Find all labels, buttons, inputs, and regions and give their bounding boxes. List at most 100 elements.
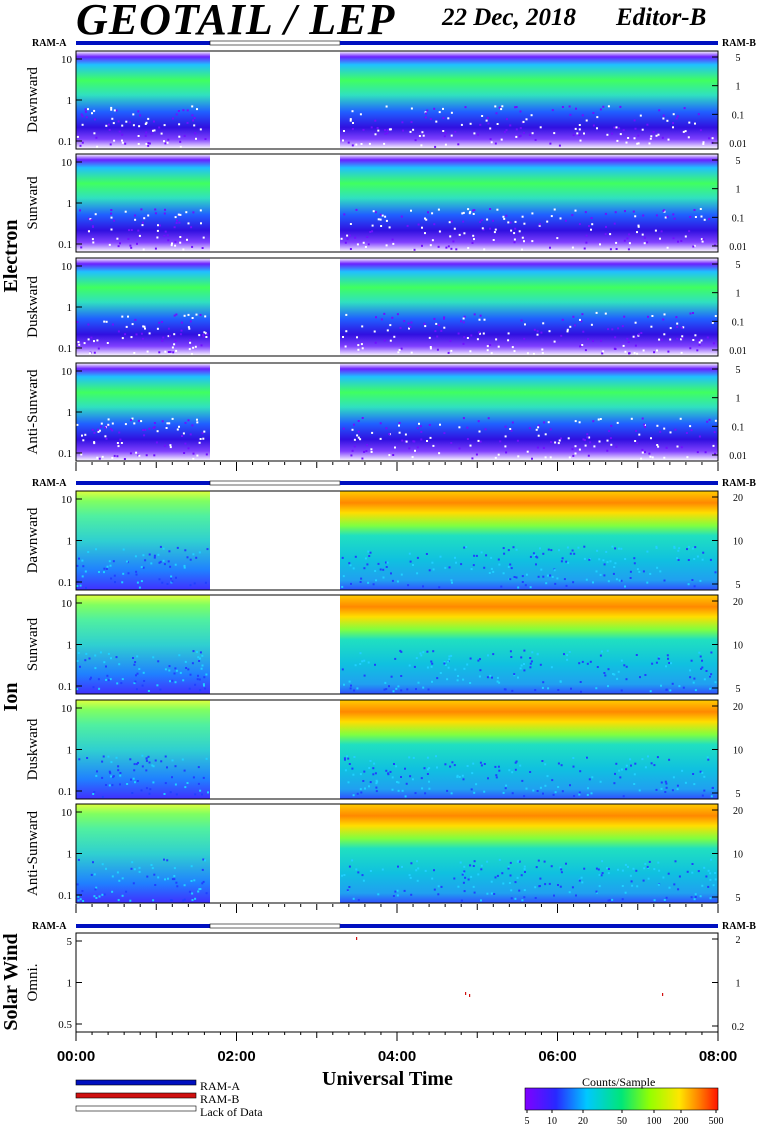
noise-pixel [687, 545, 690, 548]
noise-pixel [359, 788, 362, 791]
noise-pixel [545, 582, 548, 585]
noise-pixel [484, 428, 487, 431]
noise-pixel [87, 323, 90, 326]
noise-pixel [612, 673, 614, 675]
noise-pixel [470, 334, 473, 337]
noise-pixel [410, 121, 413, 124]
noise-pixel [179, 213, 182, 216]
noise-pixel [553, 340, 556, 343]
noise-pixel [451, 581, 453, 584]
noise-pixel [182, 899, 185, 902]
noise-pixel [388, 685, 390, 688]
noise-pixel [551, 575, 554, 578]
noise-pixel [140, 332, 143, 335]
noise-pixel [189, 673, 192, 676]
spectrogram-segment [340, 51, 718, 149]
noise-pixel [192, 211, 195, 214]
y-tick-label-left: 10 [61, 157, 73, 169]
noise-pixel [473, 860, 476, 863]
noise-pixel [447, 666, 450, 669]
noise-pixel [517, 586, 520, 589]
noise-pixel [549, 142, 552, 145]
noise-pixel [587, 787, 589, 790]
noise-pixel [117, 445, 120, 448]
noise-pixel [101, 760, 104, 763]
noise-pixel [548, 330, 551, 333]
noise-pixel [164, 668, 167, 671]
noise-pixel [134, 661, 137, 664]
noise-pixel [479, 669, 482, 672]
noise-pixel [113, 454, 116, 457]
noise-pixel [471, 457, 474, 460]
noise-pixel [592, 112, 595, 114]
noise-pixel [148, 427, 151, 430]
noise-pixel [558, 549, 560, 552]
noise-pixel [601, 352, 604, 355]
noise-pixel [424, 111, 427, 114]
noise-pixel [78, 557, 80, 560]
noise-pixel [168, 669, 171, 672]
noise-pixel [560, 560, 563, 563]
noise-pixel [199, 689, 202, 692]
noise-pixel [558, 144, 561, 147]
noise-pixel [690, 659, 693, 662]
noise-pixel [389, 339, 392, 342]
noise-pixel [595, 890, 598, 893]
noise-pixel [385, 688, 388, 691]
noise-pixel [362, 241, 365, 244]
noise-pixel [458, 426, 461, 429]
noise-pixel [384, 681, 387, 684]
noise-pixel [523, 337, 526, 340]
noise-pixel [566, 658, 569, 661]
noise-pixel [621, 885, 624, 887]
noise-pixel [342, 427, 345, 430]
noise-pixel [448, 655, 451, 658]
noise-pixel [168, 550, 171, 553]
noise-pixel [513, 241, 516, 244]
noise-pixel [123, 458, 126, 460]
noise-pixel [504, 445, 507, 448]
noise-pixel [616, 421, 619, 424]
noise-pixel [142, 325, 145, 328]
noise-pixel [509, 124, 512, 127]
noise-pixel [707, 885, 710, 888]
noise-pixel [599, 243, 601, 246]
noise-pixel [588, 778, 591, 781]
noise-pixel [163, 124, 166, 127]
y-tick-label-left: 0.1 [58, 890, 72, 902]
noise-pixel [640, 332, 643, 334]
noise-pixel [481, 227, 484, 230]
noise-pixel [119, 783, 121, 786]
y-tick-label-right: 5 [736, 156, 741, 167]
noise-pixel [655, 134, 658, 137]
noise-pixel [487, 122, 490, 125]
noise-pixel [76, 585, 79, 587]
noise-pixel [383, 688, 386, 691]
noise-pixel [707, 869, 710, 872]
noise-pixel [184, 786, 187, 789]
noise-pixel [169, 444, 172, 447]
noise-pixel [189, 433, 192, 436]
noise-pixel [627, 341, 630, 343]
noise-pixel [148, 553, 151, 556]
noise-pixel [353, 689, 356, 692]
noise-pixel [148, 332, 151, 335]
noise-pixel [76, 321, 79, 324]
noise-pixel [399, 649, 402, 652]
noise-pixel [198, 678, 201, 681]
noise-pixel [657, 861, 660, 864]
noise-pixel [667, 657, 669, 660]
noise-pixel [607, 668, 610, 671]
noise-pixel [173, 867, 176, 870]
noise-pixel [700, 667, 703, 670]
ram-a-bar [76, 41, 210, 45]
noise-pixel [147, 142, 150, 145]
noise-pixel [379, 218, 382, 221]
noise-pixel [569, 325, 572, 328]
noise-pixel [192, 346, 195, 349]
colorbar-title: Counts/Sample [582, 1075, 656, 1089]
noise-pixel [559, 866, 562, 869]
noise-pixel [529, 666, 532, 669]
noise-pixel [355, 868, 358, 871]
noise-pixel [494, 456, 497, 459]
